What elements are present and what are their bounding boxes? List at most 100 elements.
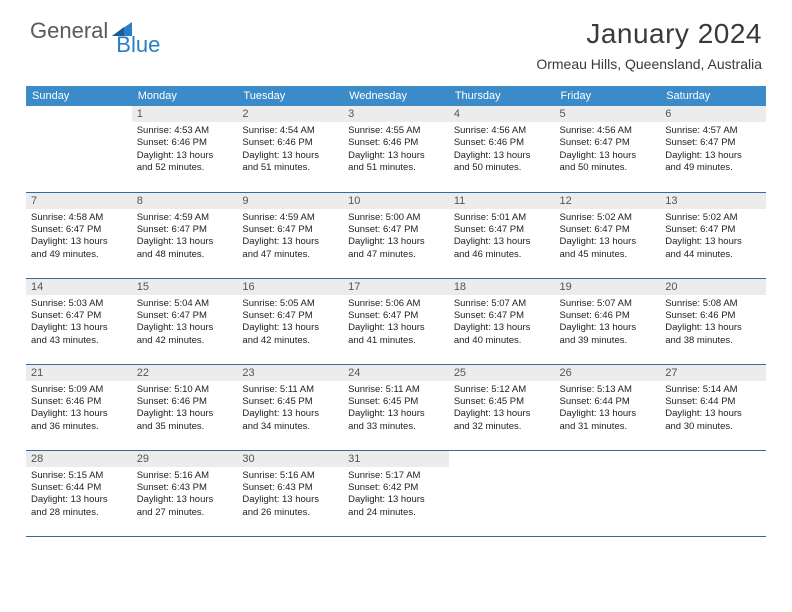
day-content: Sunrise: 5:06 AMSunset: 6:47 PMDaylight:…: [343, 295, 449, 350]
day-number: 3: [343, 106, 449, 122]
day-cell: 1Sunrise: 4:53 AMSunset: 6:46 PMDaylight…: [132, 106, 238, 192]
day-line: Daylight: 13 hours: [454, 322, 550, 334]
day-line: Sunset: 6:43 PM: [242, 482, 338, 494]
day-line: Sunrise: 4:55 AM: [348, 125, 444, 137]
day-line: Daylight: 13 hours: [348, 322, 444, 334]
day-number: 23: [237, 365, 343, 381]
day-line: Daylight: 13 hours: [242, 150, 338, 162]
day-line: and 27 minutes.: [137, 507, 233, 519]
day-line: and 42 minutes.: [242, 335, 338, 347]
day-line: Sunset: 6:45 PM: [348, 396, 444, 408]
day-content: Sunrise: 5:03 AMSunset: 6:47 PMDaylight:…: [26, 295, 132, 350]
day-cell: 15Sunrise: 5:04 AMSunset: 6:47 PMDayligh…: [132, 278, 238, 364]
day-cell: 19Sunrise: 5:07 AMSunset: 6:46 PMDayligh…: [555, 278, 661, 364]
day-cell: 18Sunrise: 5:07 AMSunset: 6:47 PMDayligh…: [449, 278, 555, 364]
day-line: Sunset: 6:47 PM: [31, 310, 127, 322]
day-line: Daylight: 13 hours: [348, 236, 444, 248]
day-content: Sunrise: 4:59 AMSunset: 6:47 PMDaylight:…: [132, 209, 238, 264]
day-cell: 13Sunrise: 5:02 AMSunset: 6:47 PMDayligh…: [660, 192, 766, 278]
day-line: Sunset: 6:47 PM: [560, 137, 656, 149]
day-line: Sunset: 6:46 PM: [454, 137, 550, 149]
day-line: Sunrise: 4:56 AM: [560, 125, 656, 137]
day-cell: 8Sunrise: 4:59 AMSunset: 6:47 PMDaylight…: [132, 192, 238, 278]
day-line: and 42 minutes.: [137, 335, 233, 347]
day-number: 15: [132, 279, 238, 295]
day-line: and 36 minutes.: [31, 421, 127, 433]
day-cell: 24Sunrise: 5:11 AMSunset: 6:45 PMDayligh…: [343, 364, 449, 450]
day-line: Sunrise: 5:15 AM: [31, 470, 127, 482]
day-number: 2: [237, 106, 343, 122]
day-line: Daylight: 13 hours: [348, 150, 444, 162]
day-number: 6: [660, 106, 766, 122]
day-line: and 30 minutes.: [665, 421, 761, 433]
day-number: 12: [555, 193, 661, 209]
day-header: Sunday: [26, 86, 132, 106]
day-line: and 51 minutes.: [348, 162, 444, 174]
day-line: Sunset: 6:43 PM: [137, 482, 233, 494]
day-line: Sunset: 6:44 PM: [665, 396, 761, 408]
week-row: 28Sunrise: 5:15 AMSunset: 6:44 PMDayligh…: [26, 450, 766, 536]
day-number: 8: [132, 193, 238, 209]
day-line: Sunset: 6:46 PM: [665, 310, 761, 322]
day-cell: [555, 450, 661, 536]
day-content: [660, 467, 766, 473]
day-line: Daylight: 13 hours: [242, 408, 338, 420]
day-line: Sunrise: 5:12 AM: [454, 384, 550, 396]
day-line: Sunset: 6:47 PM: [137, 310, 233, 322]
day-header-row: SundayMondayTuesdayWednesdayThursdayFrid…: [26, 86, 766, 106]
day-cell: 21Sunrise: 5:09 AMSunset: 6:46 PMDayligh…: [26, 364, 132, 450]
day-line: Daylight: 13 hours: [137, 494, 233, 506]
day-line: Daylight: 13 hours: [454, 408, 550, 420]
day-line: and 50 minutes.: [560, 162, 656, 174]
day-line: Daylight: 13 hours: [137, 322, 233, 334]
day-cell: 30Sunrise: 5:16 AMSunset: 6:43 PMDayligh…: [237, 450, 343, 536]
day-cell: 2Sunrise: 4:54 AMSunset: 6:46 PMDaylight…: [237, 106, 343, 192]
week-row: 21Sunrise: 5:09 AMSunset: 6:46 PMDayligh…: [26, 364, 766, 450]
day-line: Sunset: 6:46 PM: [348, 137, 444, 149]
day-line: Daylight: 13 hours: [665, 408, 761, 420]
day-line: and 47 minutes.: [348, 249, 444, 261]
day-line: Sunset: 6:47 PM: [31, 224, 127, 236]
day-line: Sunset: 6:47 PM: [137, 224, 233, 236]
day-line: and 47 minutes.: [242, 249, 338, 261]
day-line: Sunrise: 5:10 AM: [137, 384, 233, 396]
day-line: Sunrise: 5:05 AM: [242, 298, 338, 310]
day-line: Daylight: 13 hours: [242, 494, 338, 506]
day-line: Daylight: 13 hours: [31, 322, 127, 334]
day-line: Sunrise: 5:02 AM: [665, 212, 761, 224]
day-line: and 26 minutes.: [242, 507, 338, 519]
day-cell: 12Sunrise: 5:02 AMSunset: 6:47 PMDayligh…: [555, 192, 661, 278]
day-line: Daylight: 13 hours: [560, 150, 656, 162]
day-cell: [26, 106, 132, 192]
day-content: Sunrise: 5:13 AMSunset: 6:44 PMDaylight:…: [555, 381, 661, 436]
day-line: Daylight: 13 hours: [31, 494, 127, 506]
day-line: Daylight: 13 hours: [31, 236, 127, 248]
day-line: and 35 minutes.: [137, 421, 233, 433]
day-line: Sunset: 6:46 PM: [31, 396, 127, 408]
day-cell: 23Sunrise: 5:11 AMSunset: 6:45 PMDayligh…: [237, 364, 343, 450]
day-line: and 39 minutes.: [560, 335, 656, 347]
day-line: Sunrise: 5:08 AM: [665, 298, 761, 310]
day-line: and 44 minutes.: [665, 249, 761, 261]
day-number: 29: [132, 451, 238, 467]
day-cell: 3 Sunrise: 4:55 AMSunset: 6:46 PMDaylight…: [343, 106, 449, 192]
day-content: Sunrise: 4:57 AMSunset: 6:47 PMDaylight:…: [660, 122, 766, 177]
day-line: Sunset: 6:47 PM: [560, 224, 656, 236]
day-line: Sunrise: 5:00 AM: [348, 212, 444, 224]
day-line: Sunrise: 4:57 AM: [665, 125, 761, 137]
day-line: Sunrise: 5:11 AM: [242, 384, 338, 396]
day-line: Sunrise: 5:01 AM: [454, 212, 550, 224]
day-header: Thursday: [449, 86, 555, 106]
day-line: and 40 minutes.: [454, 335, 550, 347]
day-line: Sunrise: 4:59 AM: [242, 212, 338, 224]
day-line: and 51 minutes.: [242, 162, 338, 174]
day-line: Daylight: 13 hours: [454, 150, 550, 162]
day-content: Sunrise: 5:02 AMSunset: 6:47 PMDaylight:…: [660, 209, 766, 264]
day-line: Daylight: 13 hours: [242, 236, 338, 248]
day-content: Sunrise: 5:07 AMSunset: 6:46 PMDaylight:…: [555, 295, 661, 350]
day-content: Sunrise: 4:54 AMSunset: 6:46 PMDaylight:…: [237, 122, 343, 177]
day-cell: 4Sunrise: 4:56 AMSunset: 6:46 PMDaylight…: [449, 106, 555, 192]
day-line: Sunset: 6:44 PM: [560, 396, 656, 408]
day-number: 25: [449, 365, 555, 381]
day-number: 10: [343, 193, 449, 209]
